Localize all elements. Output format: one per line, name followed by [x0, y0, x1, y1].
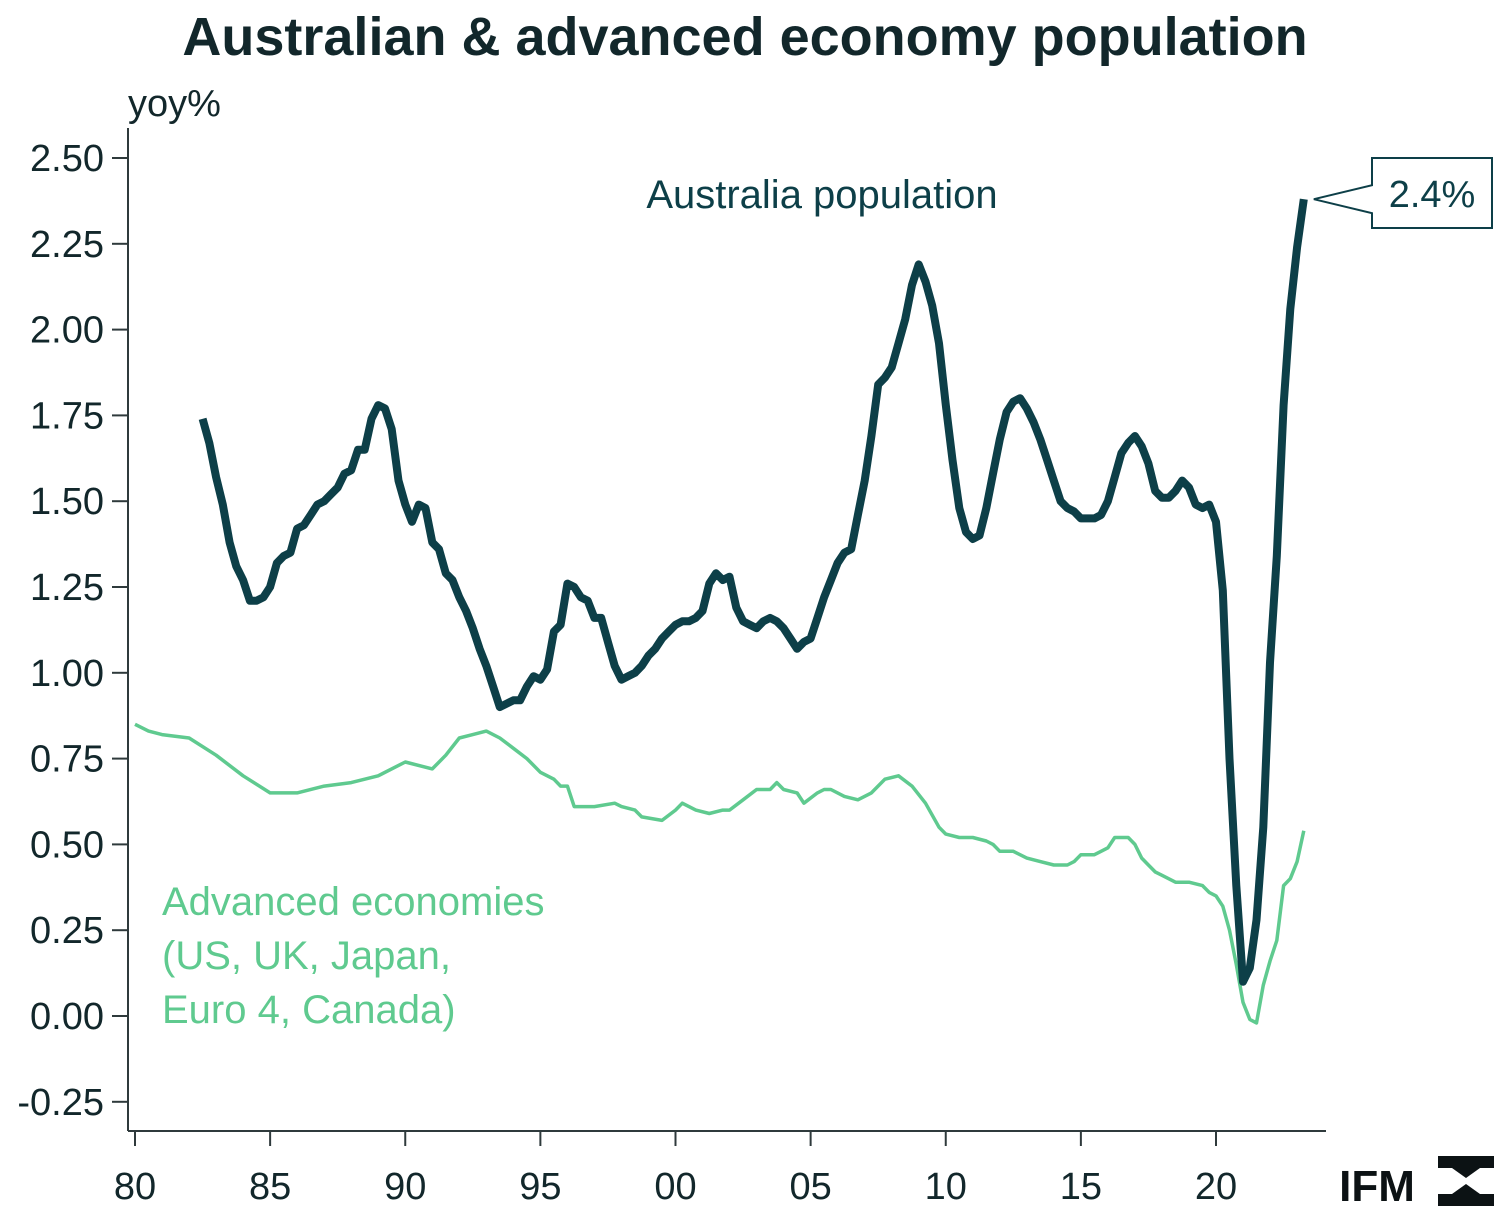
- y-tick-label: 1.25: [30, 567, 104, 609]
- x-tick-label: 80: [114, 1166, 156, 1208]
- y-tick-label: 0.75: [30, 739, 104, 781]
- chart-title: Australian & advanced economy population: [182, 7, 1307, 67]
- x-tick-label: 85: [249, 1166, 291, 1208]
- x-tick-label: 15: [1060, 1166, 1102, 1208]
- x-axis-ticks: 80 85 90 95 00 05 10 15 20: [114, 1131, 1237, 1208]
- y-tick-label: 1.00: [30, 653, 104, 695]
- y-tick-label: -0.25: [17, 1082, 104, 1124]
- logo-text: IFM: [1339, 1162, 1415, 1211]
- x-tick-label: 90: [384, 1166, 426, 1208]
- end-value-callout: 2.4%: [1313, 157, 1493, 229]
- series-label-advanced: Advanced economies (US, UK, Japan, Euro 4,…: [162, 880, 544, 1032]
- y-tick-label: 0.25: [30, 910, 104, 952]
- y-axis-unit-label: yoy%: [128, 83, 221, 125]
- y-tick-label: 1.75: [30, 395, 104, 437]
- series-label-australia: Australia population: [646, 173, 997, 217]
- y-tick-label: 2.25: [30, 224, 104, 266]
- y-tick-label: 0.50: [30, 824, 104, 866]
- x-tick-label: 05: [789, 1166, 831, 1208]
- y-axis-ticks: 2.50 2.25 2.00 1.75 1.50 1.25 1.00 0.75 0.50 0.25…: [17, 138, 128, 1124]
- ifm-logo: IFM: [1339, 1156, 1494, 1211]
- y-tick-label: 2.50: [30, 138, 104, 180]
- callout-value: 2.4%: [1389, 174, 1476, 216]
- y-tick-label: 1.50: [30, 481, 104, 523]
- axes: [127, 128, 1326, 1132]
- series-line-australia: [198, 198, 1308, 986]
- x-tick-label: 00: [654, 1166, 696, 1208]
- y-tick-label: 2.00: [30, 310, 104, 352]
- ifm-logo-icon: [1438, 1156, 1494, 1206]
- series-layer: [134, 198, 1308, 1025]
- x-tick-label: 20: [1195, 1166, 1237, 1208]
- x-tick-label: 95: [519, 1166, 561, 1208]
- y-tick-label: 0.00: [30, 996, 104, 1038]
- x-tick-label: 10: [925, 1166, 967, 1208]
- series-line-advanced: [134, 722, 1306, 1025]
- callout-box: [1313, 157, 1493, 229]
